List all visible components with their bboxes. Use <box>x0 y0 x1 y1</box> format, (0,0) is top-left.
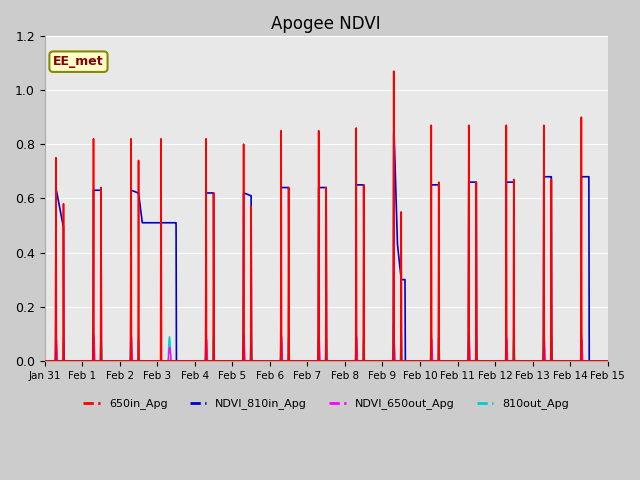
Text: EE_met: EE_met <box>53 55 104 68</box>
Legend: 650in_Apg, NDVI_810in_Apg, NDVI_650out_Apg, 810out_Apg: 650in_Apg, NDVI_810in_Apg, NDVI_650out_A… <box>79 394 573 414</box>
Title: Apogee NDVI: Apogee NDVI <box>271 15 381 33</box>
